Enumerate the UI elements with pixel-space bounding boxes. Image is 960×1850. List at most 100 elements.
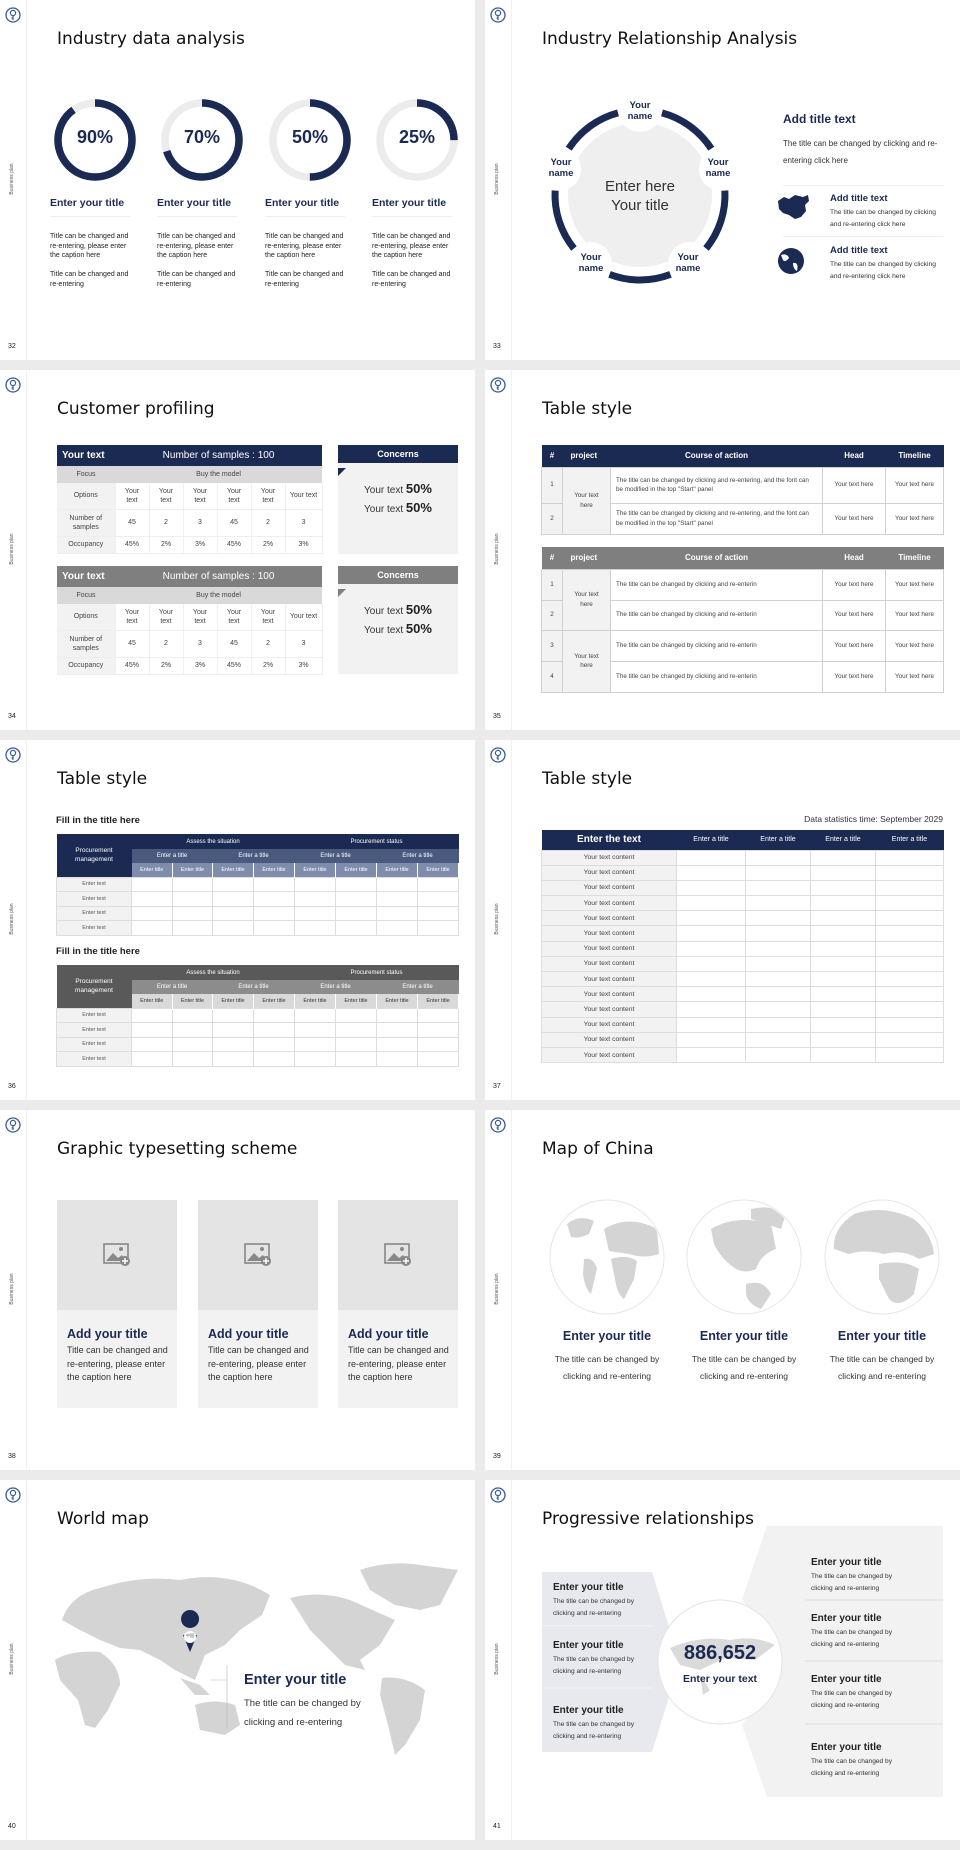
table-cell[interactable] (335, 1007, 377, 1023)
table-cell[interactable] (745, 955, 811, 973)
table-cell[interactable] (172, 920, 213, 936)
table-cell[interactable] (253, 920, 295, 936)
table-cell[interactable] (376, 1051, 418, 1067)
table-cell[interactable] (676, 910, 746, 927)
table-cell[interactable] (810, 925, 876, 942)
table-cell[interactable] (131, 876, 173, 892)
table-cell[interactable] (253, 876, 295, 892)
table-cell[interactable] (212, 920, 254, 936)
table-cell[interactable] (376, 1007, 418, 1023)
table-cell[interactable] (875, 1046, 944, 1064)
table-cell[interactable] (376, 920, 418, 936)
table-cell[interactable] (376, 1022, 418, 1038)
table-cell[interactable] (131, 891, 173, 907)
table-cell[interactable] (745, 1031, 811, 1048)
table-cell[interactable] (294, 905, 336, 921)
table-cell[interactable] (335, 891, 377, 907)
table-cell[interactable] (376, 876, 418, 892)
table-cell[interactable] (416, 876, 460, 892)
table-cell[interactable] (294, 876, 336, 892)
table-cell[interactable] (416, 1022, 460, 1038)
table-cell[interactable] (212, 1051, 254, 1067)
table-cell[interactable] (676, 895, 746, 912)
table-cell[interactable] (745, 1016, 811, 1033)
table-cell[interactable] (131, 1022, 173, 1038)
table-cell[interactable] (810, 864, 876, 881)
table-cell[interactable] (810, 955, 876, 973)
table-cell[interactable] (810, 970, 876, 988)
table-cell[interactable] (745, 895, 811, 912)
table-cell[interactable] (416, 891, 460, 907)
table-cell[interactable] (745, 925, 811, 942)
table-cell[interactable] (875, 910, 944, 927)
table-cell[interactable] (810, 940, 876, 957)
table-cell[interactable] (335, 876, 377, 892)
table-cell[interactable] (875, 925, 944, 942)
table-cell[interactable] (294, 1022, 336, 1038)
table-cell[interactable] (416, 1036, 460, 1052)
table-cell[interactable] (335, 1022, 377, 1038)
table-cell[interactable] (810, 910, 876, 927)
table-cell[interactable] (676, 925, 746, 942)
table-cell[interactable] (745, 986, 811, 1003)
table-cell[interactable] (335, 920, 377, 936)
table-cell[interactable] (745, 1046, 811, 1064)
table-cell[interactable] (376, 905, 418, 921)
table-cell[interactable] (172, 1051, 213, 1067)
table-cell[interactable] (875, 864, 944, 881)
table-cell[interactable] (172, 1022, 213, 1038)
table-cell[interactable] (416, 1007, 460, 1023)
table-cell[interactable] (810, 1001, 876, 1018)
table-cell[interactable] (131, 905, 173, 921)
table-cell[interactable] (875, 940, 944, 957)
table-cell[interactable] (875, 1016, 944, 1033)
table-cell[interactable] (875, 895, 944, 912)
table-cell[interactable] (212, 876, 254, 892)
table-cell[interactable] (376, 1036, 418, 1052)
table-cell[interactable] (676, 970, 746, 988)
table-cell[interactable] (131, 1051, 173, 1067)
table-cell[interactable] (335, 1036, 377, 1052)
table-cell[interactable] (212, 1036, 254, 1052)
table-cell[interactable] (745, 910, 811, 927)
table-cell[interactable] (294, 1036, 336, 1052)
table-cell[interactable] (416, 905, 460, 921)
table-cell[interactable] (416, 920, 460, 936)
table-cell[interactable] (172, 905, 213, 921)
table-cell[interactable] (875, 955, 944, 973)
table-cell[interactable] (810, 879, 876, 897)
table-cell[interactable] (810, 986, 876, 1003)
table-cell[interactable] (676, 986, 746, 1003)
table-cell[interactable] (335, 1051, 377, 1067)
table-cell[interactable] (676, 940, 746, 957)
table-cell[interactable] (875, 986, 944, 1003)
slide-37[interactable]: Business plan 37 Table style Data statistic… (485, 740, 960, 1100)
table-cell[interactable] (745, 940, 811, 957)
table-cell[interactable] (131, 1007, 173, 1023)
table-cell[interactable] (745, 849, 811, 866)
table-cell[interactable] (810, 1031, 876, 1048)
image-placeholder[interactable] (338, 1200, 458, 1310)
table-cell[interactable] (676, 879, 746, 897)
table-cell[interactable] (212, 891, 254, 907)
table-cell[interactable] (875, 879, 944, 897)
slide-39[interactable]: Business plan 39 Map of China Enter your ti… (485, 1110, 960, 1470)
slide-41[interactable]: Business plan 41 Progressive relationships… (485, 1480, 960, 1840)
table-cell[interactable] (745, 970, 811, 988)
slide-40[interactable]: Business plan 40 World map 中国 Enter your ti… (0, 1480, 475, 1840)
table-cell[interactable] (676, 1016, 746, 1033)
slide-33[interactable]: Business plan 33 Industry Relationship Ana… (485, 0, 960, 360)
table-cell[interactable] (676, 1001, 746, 1018)
slide-32[interactable]: Business plan 32 Industry data analysis 90… (0, 0, 475, 360)
table-cell[interactable] (676, 1031, 746, 1048)
table-cell[interactable] (676, 849, 746, 866)
slide-34[interactable]: Business plan 34 Customer profiling Your te… (0, 370, 475, 730)
slide-38[interactable]: Business plan 38 Graphic typesetting schem… (0, 1110, 475, 1470)
table-cell[interactable] (416, 1051, 460, 1067)
table-cell[interactable] (745, 879, 811, 897)
table-cell[interactable] (294, 1007, 336, 1023)
table-cell[interactable] (376, 891, 418, 907)
table-cell[interactable] (172, 876, 213, 892)
table-cell[interactable] (810, 895, 876, 912)
table-cell[interactable] (253, 1051, 295, 1067)
